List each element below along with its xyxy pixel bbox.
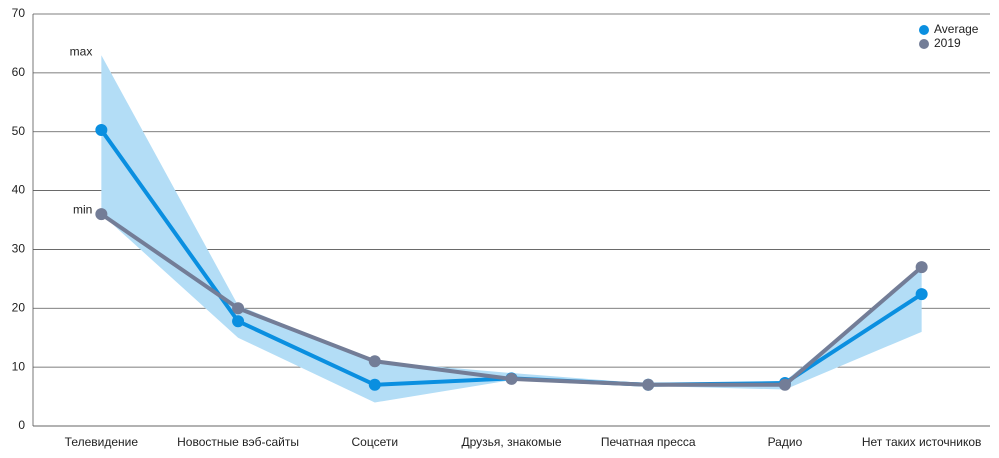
x-tick-label: Радио xyxy=(768,435,803,449)
band-max-label: max xyxy=(70,44,93,58)
point xyxy=(368,355,381,368)
y-tick-label: 60 xyxy=(12,65,26,79)
y-tick-label: 10 xyxy=(12,359,26,373)
point xyxy=(915,261,928,274)
legend-label: Average xyxy=(934,22,979,36)
point xyxy=(95,208,108,221)
y-tick-label: 0 xyxy=(18,418,25,432)
point xyxy=(232,315,245,328)
point xyxy=(505,372,518,385)
point xyxy=(368,378,381,391)
point xyxy=(915,288,928,301)
y-tick-label: 40 xyxy=(12,183,26,197)
line xyxy=(100,212,923,387)
point xyxy=(778,378,791,391)
range-band xyxy=(101,55,922,403)
point xyxy=(642,378,655,391)
y-tick-label: 70 xyxy=(12,6,26,20)
legend-label: 2019 xyxy=(934,36,961,50)
line xyxy=(99,128,923,387)
band-min-label: min xyxy=(73,202,92,216)
legend-marker xyxy=(919,39,929,49)
point xyxy=(95,123,108,136)
x-tick-label: Печатная пресса xyxy=(601,435,696,449)
x-tick-label: Друзья, знакомые xyxy=(462,435,562,449)
y-tick-label: 30 xyxy=(12,242,26,256)
y-tick-label: 20 xyxy=(12,300,26,314)
x-tick-label: Соцсети xyxy=(352,435,399,449)
point xyxy=(232,302,245,315)
legend-marker xyxy=(919,25,929,35)
x-tick-label: Телевидение xyxy=(65,435,139,449)
x-tick-label: Нет таких источников xyxy=(862,435,982,449)
y-tick-label: 50 xyxy=(12,124,26,138)
x-tick-label: Новостные вэб-сайты xyxy=(177,435,299,449)
